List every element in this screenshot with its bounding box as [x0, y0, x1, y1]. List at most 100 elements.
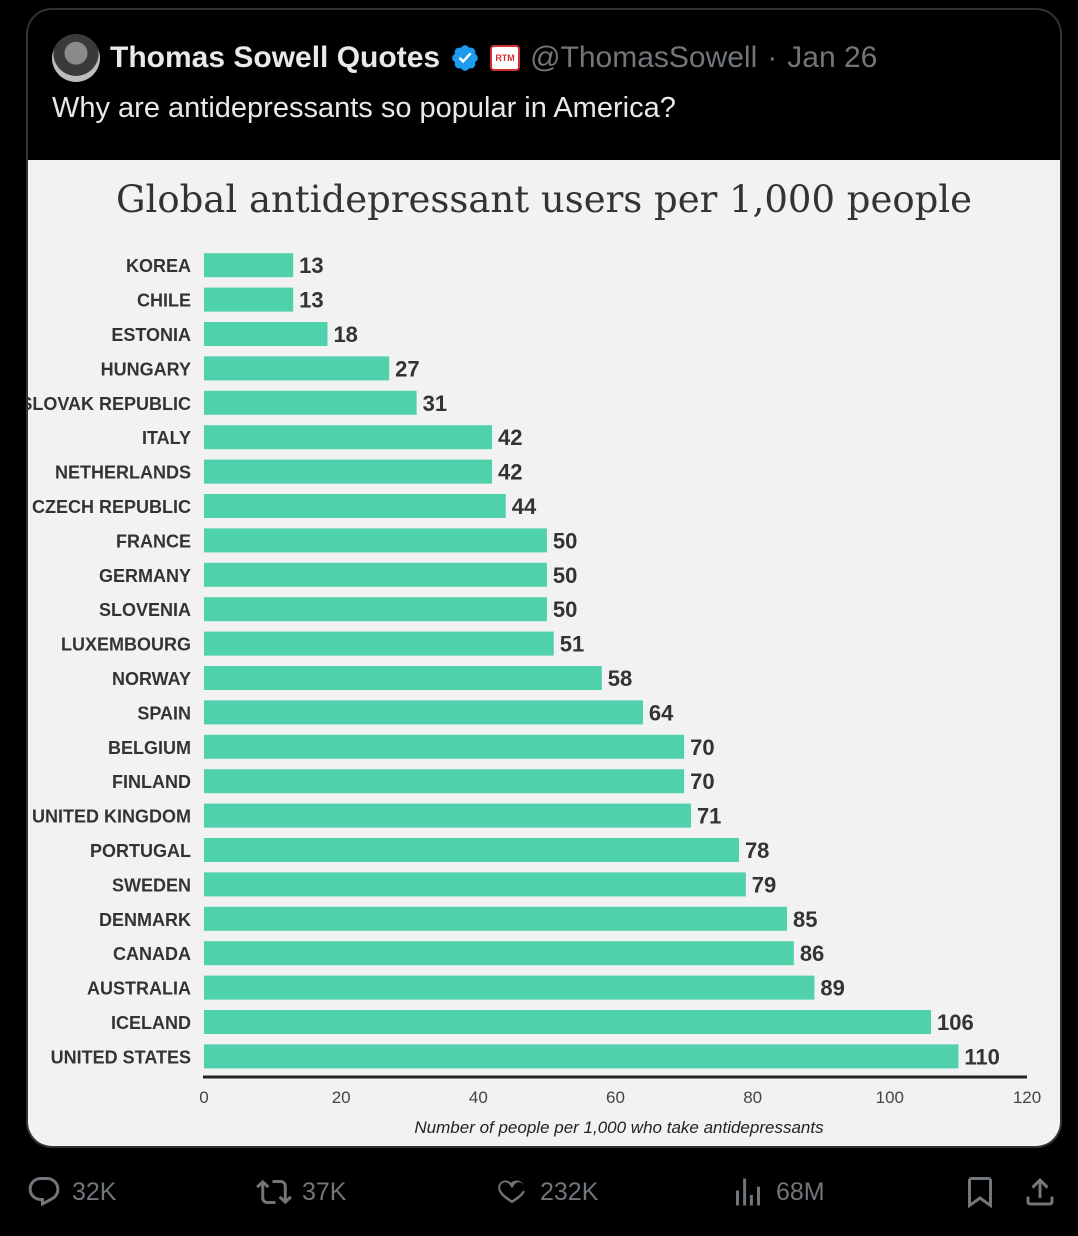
bar [204, 322, 328, 346]
bar [204, 459, 493, 484]
category-label: ITALY [142, 428, 191, 448]
tweet-date[interactable]: Jan 26 [787, 41, 878, 74]
bar-value-label: 106 [937, 1010, 974, 1035]
bar-value-label: 110 [964, 1044, 1000, 1069]
bar-value-label: 70 [690, 769, 714, 794]
category-label: SLOVENIA [99, 600, 191, 620]
tweet-card[interactable]: Thomas Sowell Quotes RTM @ThomasSowell ·… [26, 8, 1062, 1148]
category-label: SWEDEN [112, 875, 191, 895]
like-button[interactable]: 232K [494, 1170, 598, 1214]
category-label: UNITED STATES [51, 1047, 191, 1067]
category-label: LUXEMBOURG [61, 635, 191, 655]
bar [204, 1010, 931, 1034]
bar [204, 803, 691, 828]
like-count: 232K [540, 1177, 599, 1206]
bar-value-label: 13 [299, 288, 323, 313]
bookmark-icon [968, 1177, 992, 1209]
bar-value-label: 50 [553, 528, 577, 553]
bar-value-label: 18 [333, 322, 357, 347]
x-tick-label: 60 [606, 1088, 625, 1107]
views-button[interactable]: 68M [730, 1170, 825, 1214]
bar-value-label: 44 [512, 494, 537, 519]
repost-count: 37K [302, 1177, 347, 1206]
tweet-text: Why are antidepressants so popular in Am… [52, 92, 676, 124]
bar-value-label: 13 [299, 253, 323, 278]
reply-count: 32K [72, 1177, 117, 1206]
tweet-header: Thomas Sowell Quotes RTM @ThomasSowell ·… [52, 30, 1040, 86]
bar [204, 390, 417, 415]
bar-value-label: 51 [560, 632, 584, 657]
bar [204, 494, 506, 518]
bar-value-label: 89 [820, 976, 844, 1001]
bar-value-label: 31 [423, 391, 447, 416]
chart-image[interactable]: Global antidepressant users per 1,000 pe… [28, 160, 1060, 1146]
x-axis-label: Number of people per 1,000 who take anti… [414, 1118, 824, 1137]
bar [204, 769, 685, 794]
chart-title: Global antidepressant users per 1,000 pe… [116, 178, 972, 221]
action-bar: 32K 37K 232K 68M [0, 1160, 1078, 1230]
bar [204, 253, 294, 278]
category-label: CANADA [113, 944, 191, 964]
bar [204, 941, 794, 966]
category-label: BELGIUM [108, 738, 191, 758]
x-tick-label: 20 [332, 1088, 351, 1107]
bar [204, 528, 547, 553]
bookmark-button[interactable] [962, 1170, 998, 1214]
x-tick-label: 100 [876, 1088, 904, 1107]
views-chart-icon [736, 1178, 760, 1206]
bar-value-label: 71 [697, 804, 721, 829]
category-label: KOREA [126, 256, 191, 276]
category-label: SPAIN [137, 703, 191, 723]
bar-value-label: 86 [800, 941, 824, 966]
bar [204, 838, 739, 862]
bar [204, 975, 815, 1000]
bar [204, 425, 493, 450]
bar-value-label: 27 [395, 356, 419, 381]
category-label: ICELAND [111, 1013, 191, 1033]
bar [204, 1044, 959, 1069]
author-handle[interactable]: @ThomasSowell [530, 41, 758, 74]
category-label: GERMANY [99, 566, 191, 586]
bar [204, 906, 787, 931]
heart-icon [498, 1180, 526, 1204]
share-icon [1026, 1177, 1054, 1206]
rtm-badge: RTM [490, 45, 521, 71]
views-count: 68M [776, 1177, 825, 1206]
avatar[interactable] [52, 34, 100, 82]
bar [204, 872, 746, 897]
bar-chart: Global antidepressant users per 1,000 pe… [28, 178, 1041, 1137]
author-name[interactable]: Thomas Sowell Quotes [110, 41, 441, 74]
bar-value-label: 70 [690, 735, 714, 760]
repost-button[interactable]: 37K [256, 1170, 346, 1214]
bar [204, 700, 643, 725]
category-label: FINLAND [112, 772, 191, 792]
category-label: PORTUGAL [90, 841, 191, 861]
share-button[interactable] [1022, 1170, 1058, 1214]
bar [204, 562, 547, 587]
category-label: HUNGARY [101, 359, 191, 379]
category-label: SLOVAK REPUBLIC [28, 394, 191, 414]
category-label: DENMARK [99, 910, 191, 930]
bar-value-label: 42 [498, 460, 522, 485]
reply-button[interactable]: 32K [26, 1170, 116, 1214]
x-tick-label: 0 [199, 1088, 208, 1107]
bar-value-label: 50 [553, 597, 577, 622]
separator-dot: · [767, 41, 778, 74]
bar-value-label: 42 [498, 425, 522, 450]
bar-value-label: 78 [745, 838, 769, 863]
category-label: NORWAY [112, 669, 191, 689]
bar [204, 287, 294, 312]
bar-value-label: 85 [793, 907, 817, 932]
bar-value-label: 58 [608, 666, 632, 691]
category-label: AUSTRALIA [87, 979, 191, 999]
bar-value-label: 64 [649, 700, 674, 725]
verified-badge-icon [452, 45, 478, 71]
category-label: CZECH REPUBLIC [32, 497, 191, 517]
bar-value-label: 79 [752, 872, 776, 897]
reply-icon [28, 1177, 60, 1207]
bar [204, 631, 554, 656]
bar [204, 597, 547, 622]
category-label: UNITED KINGDOM [32, 807, 191, 827]
category-label: CHILE [137, 291, 191, 311]
bar [204, 734, 685, 759]
